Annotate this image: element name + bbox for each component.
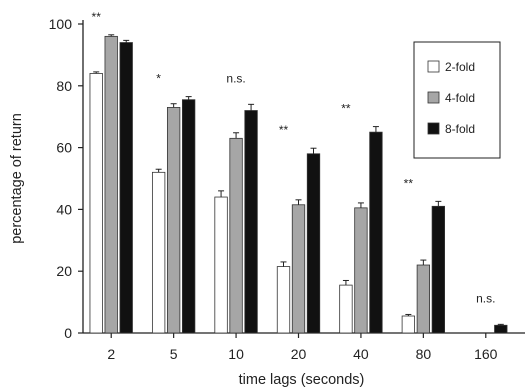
bars [89, 34, 508, 334]
x-tick-label: 2 [107, 346, 115, 362]
bar-2-fold-2 [89, 73, 103, 334]
x-tick-label: 40 [353, 346, 369, 362]
bar-8-fold-20 [306, 153, 321, 334]
x-tick-label: 5 [170, 346, 178, 362]
x-tick-label: 80 [416, 346, 432, 362]
bar-2-fold-5 [151, 171, 166, 334]
legend-swatch [427, 122, 440, 135]
bar-4-fold-10 [229, 137, 243, 334]
significance-label: * [156, 72, 161, 86]
significance-label: ** [341, 102, 351, 116]
y-tick-label: 40 [56, 201, 72, 217]
bar-8-fold-160 [494, 324, 508, 334]
significance-label: ** [92, 10, 102, 24]
tick-labels: 0 20 40 60 80 100 2 5 10 20 40 80 160 [49, 16, 498, 362]
bar-2-fold-40 [339, 284, 353, 334]
bar-4-fold-2 [104, 35, 118, 334]
bar-2-fold-80 [401, 315, 416, 334]
significance-label: n.s. [476, 291, 495, 305]
legend: 2-fold 4-fold 8-fold [413, 41, 501, 159]
y-tick-label: 0 [64, 325, 72, 341]
y-tick-label: 100 [49, 16, 73, 32]
legend-label: 8-fold [445, 122, 475, 136]
bar-8-fold-5 [181, 99, 196, 334]
bar-4-fold-5 [166, 107, 181, 334]
y-tick-label: 60 [56, 140, 72, 156]
bar-2-fold-10 [214, 196, 228, 334]
bar-4-fold-20 [291, 204, 306, 334]
significance-label: ** [404, 176, 414, 190]
legend-swatch [427, 60, 440, 73]
y-tick-label: 20 [56, 263, 72, 279]
x-tick-label: 10 [228, 346, 244, 362]
bar-4-fold-40 [354, 207, 368, 334]
x-axis-title: time lags (seconds) [239, 372, 365, 388]
legend-label: 2-fold [445, 60, 475, 74]
significance-label: ** [279, 123, 289, 137]
y-axis-title: percentage of return [9, 113, 25, 244]
bar-8-fold-80 [431, 205, 446, 334]
legend-label: 4-fold [445, 91, 475, 105]
bar-8-fold-10 [244, 110, 258, 334]
y-tick-label: 80 [56, 78, 72, 94]
significance-label: n.s. [226, 71, 245, 85]
x-tick-label: 160 [474, 346, 498, 362]
bar-8-fold-2 [119, 42, 133, 334]
legend-swatch [427, 91, 440, 104]
significance-annotations: *** n.s.******n.s. [92, 10, 496, 306]
x-tick-label: 20 [291, 346, 307, 362]
bar-2-fold-20 [276, 266, 291, 334]
bar-8-fold-40 [369, 131, 383, 334]
bar-4-fold-80 [416, 264, 431, 334]
